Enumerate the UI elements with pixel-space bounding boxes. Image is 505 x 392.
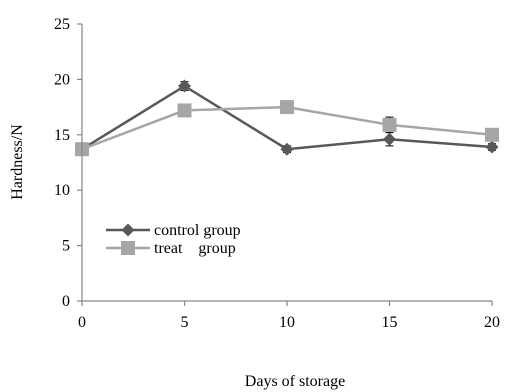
data-point-square <box>485 127 499 142</box>
legend-square-marker <box>121 241 135 255</box>
data-point-diamond <box>178 79 191 93</box>
data-point-square <box>382 117 397 132</box>
y-tick-label: 5 <box>62 238 70 255</box>
y-axis-title: Hardness/N <box>9 124 26 200</box>
y-tick-label: 20 <box>54 71 70 88</box>
y-ticks: 0 5 10 15 20 25 <box>54 16 82 310</box>
legend-item: control group <box>106 222 241 239</box>
y-tick-label: 25 <box>54 16 70 33</box>
data-point-diamond <box>383 132 396 146</box>
legend-label: treat group <box>154 240 236 257</box>
legend-label: control group <box>154 222 241 239</box>
data-point-diamond <box>280 142 294 156</box>
x-tick-label: 15 <box>382 314 398 331</box>
series-treat <box>75 100 499 157</box>
plot-marks <box>75 79 499 157</box>
y-tick-label: 0 <box>62 293 70 310</box>
y-tick-label: 15 <box>54 127 70 144</box>
series-line <box>81 84 493 151</box>
legend-diamond-marker <box>121 223 135 237</box>
data-point-square <box>177 103 192 118</box>
data-point-diamond <box>485 140 499 154</box>
x-tick-label: 20 <box>484 314 500 331</box>
x-ticks: 0 5 10 15 20 <box>78 301 500 331</box>
x-tick-label: 5 <box>181 314 189 331</box>
series-control <box>75 79 499 156</box>
y-tick-label: 10 <box>54 182 70 199</box>
x-axis-title: Days of storage <box>245 373 345 390</box>
x-tick-label: 0 <box>78 314 86 331</box>
legend-item: treat group <box>106 240 236 257</box>
axes <box>81 24 492 302</box>
x-tick-label: 10 <box>279 314 295 331</box>
data-point-square <box>280 100 294 115</box>
